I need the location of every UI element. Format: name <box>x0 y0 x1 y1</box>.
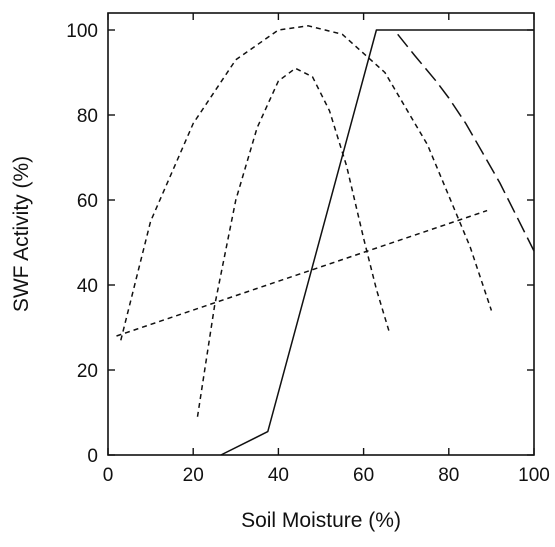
y-tick-label: 60 <box>77 191 98 212</box>
series-line-4 <box>196 67 390 417</box>
x-tick-label: 40 <box>268 465 289 486</box>
x-tick-label: 60 <box>353 465 374 486</box>
x-axis-title: Soil Moisture (%) <box>241 509 401 532</box>
y-tick-label: 0 <box>87 446 98 467</box>
plot-frame <box>107 12 535 456</box>
series-group <box>116 25 535 456</box>
series-line-3 <box>120 25 493 341</box>
y-axis-title: SWF Activity (%) <box>10 156 33 312</box>
y-tick-label: 80 <box>77 106 98 127</box>
x-tick-label: 0 <box>103 465 114 486</box>
y-tick-label: 20 <box>77 361 98 382</box>
y-tick-label: 100 <box>66 21 98 42</box>
x-tick-label: 20 <box>183 465 204 486</box>
x-tick-label: 80 <box>438 465 459 486</box>
y-tick-label: 40 <box>77 276 98 297</box>
x-tick-label: 100 <box>518 465 550 486</box>
series-line-5 <box>116 209 488 337</box>
axis-tick-labels: 0 20 40 60 80 100 0 20 40 60 80 100 <box>66 21 550 486</box>
series-line-2 <box>397 33 535 252</box>
series-line-1 <box>220 29 534 456</box>
